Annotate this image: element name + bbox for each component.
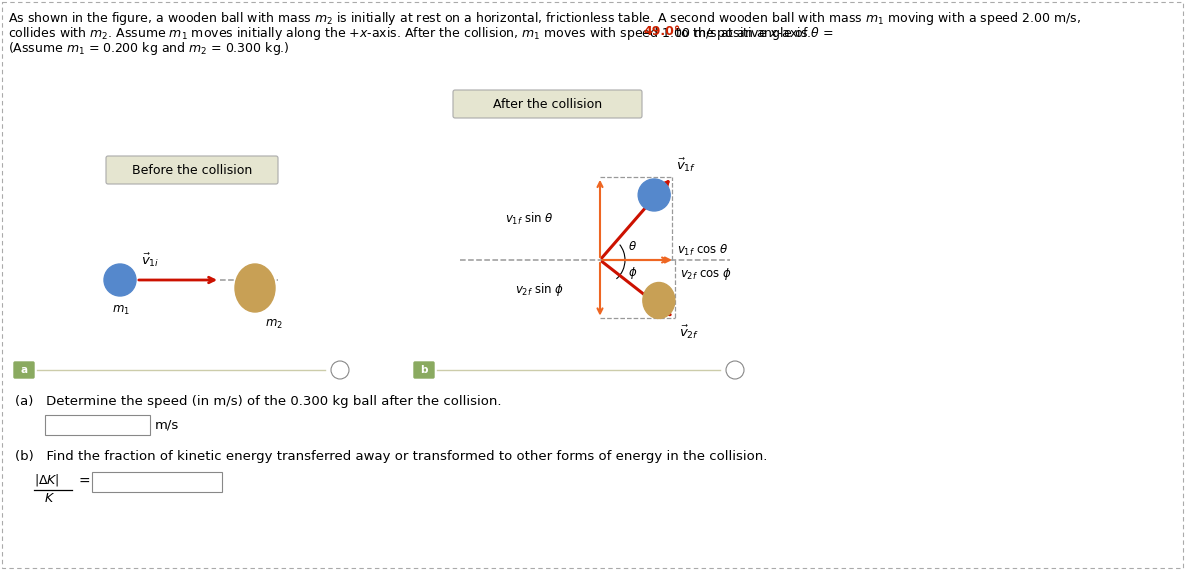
- Text: $m_1$: $m_1$: [113, 304, 130, 317]
- Text: $\vec{v}_{2f}$: $\vec{v}_{2f}$: [679, 324, 699, 341]
- FancyBboxPatch shape: [105, 156, 278, 184]
- Text: $v_{1f}$ sin $\theta$: $v_{1f}$ sin $\theta$: [505, 210, 553, 226]
- Text: a: a: [20, 365, 27, 375]
- Text: collides with $m_2$. Assume $m_1$ moves initially along the +$x$-axis. After the: collides with $m_2$. Assume $m_1$ moves …: [8, 25, 835, 42]
- Text: $|\Delta K|$: $|\Delta K|$: [34, 472, 59, 488]
- Text: $\vec{v}_{1i}$: $\vec{v}_{1i}$: [141, 251, 160, 268]
- Text: $\vec{v}_{1f}$: $\vec{v}_{1f}$: [677, 156, 697, 174]
- Text: =: =: [78, 475, 90, 489]
- Text: $v_{2f}$ cos $\phi$: $v_{2f}$ cos $\phi$: [680, 266, 732, 282]
- Text: (a)   Determine the speed (in m/s) of the 0.300 kg ball after the collision.: (a) Determine the speed (in m/s) of the …: [15, 395, 501, 408]
- Bar: [45, 415, 150, 435]
- Circle shape: [331, 361, 350, 379]
- Text: i: i: [339, 365, 341, 375]
- FancyBboxPatch shape: [453, 90, 642, 118]
- FancyBboxPatch shape: [14, 362, 34, 378]
- Text: $v_{1f}$ cos $\theta$: $v_{1f}$ cos $\theta$: [677, 242, 729, 258]
- Text: After the collision: After the collision: [493, 97, 602, 111]
- Text: Before the collision: Before the collision: [132, 164, 252, 177]
- FancyBboxPatch shape: [414, 362, 434, 378]
- Text: As shown in the figure, a wooden ball with mass $m_2$ is initially at rest on a : As shown in the figure, a wooden ball wi…: [8, 10, 1081, 27]
- Text: $v_{2f}$ sin $\phi$: $v_{2f}$ sin $\phi$: [515, 281, 564, 298]
- Text: $\phi$: $\phi$: [628, 265, 638, 281]
- Circle shape: [639, 179, 671, 211]
- Text: i: i: [734, 365, 736, 375]
- Circle shape: [104, 264, 136, 296]
- Text: (Assume $m_1$ = 0.200 kg and $m_2$ = 0.300 kg.): (Assume $m_1$ = 0.200 kg and $m_2$ = 0.3…: [8, 40, 289, 57]
- Text: $\theta$: $\theta$: [628, 241, 638, 254]
- Text: $m_2$: $m_2$: [265, 318, 283, 331]
- Ellipse shape: [642, 283, 675, 319]
- Text: b: b: [421, 365, 428, 375]
- Text: to the positive $x$-axis.: to the positive $x$-axis.: [672, 25, 812, 42]
- Text: 49.0°: 49.0°: [643, 25, 680, 38]
- Text: $K$: $K$: [44, 492, 55, 505]
- Text: (b)   Find the fraction of kinetic energy transferred away or transformed to oth: (b) Find the fraction of kinetic energy …: [15, 450, 768, 463]
- Circle shape: [726, 361, 744, 379]
- Bar: [92, 472, 222, 492]
- Ellipse shape: [235, 264, 275, 312]
- Text: m/s: m/s: [155, 418, 179, 431]
